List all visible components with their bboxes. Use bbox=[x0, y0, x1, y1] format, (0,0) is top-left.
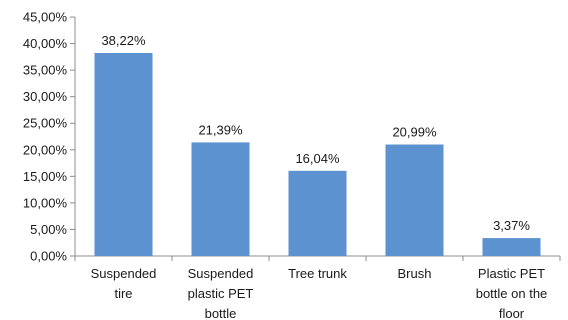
bar bbox=[191, 142, 250, 256]
y-tick-label: 10,00% bbox=[23, 195, 68, 210]
category-label-line: Brush bbox=[398, 266, 432, 281]
category-label: Plastic PET bottle on the floor bbox=[476, 266, 548, 320]
bar bbox=[482, 238, 541, 256]
y-tick-label: 5,00% bbox=[30, 222, 67, 237]
category-label: Suspended tire bbox=[91, 266, 157, 301]
data-label: 20,99% bbox=[392, 125, 437, 140]
y-tick-label: 20,00% bbox=[23, 142, 68, 157]
bars bbox=[94, 53, 541, 256]
y-tick-label: 40,00% bbox=[23, 36, 68, 51]
y-tick-label: 35,00% bbox=[23, 63, 68, 78]
y-tick-label: 15,00% bbox=[23, 169, 68, 184]
category-label-line: Tree trunk bbox=[288, 266, 347, 281]
y-tick-label: 45,00% bbox=[23, 10, 68, 25]
category-label-line: tire bbox=[114, 286, 132, 301]
data-label: 16,04% bbox=[295, 151, 340, 166]
category-label-line: Plastic PET bbox=[478, 266, 545, 281]
category-label: Tree trunk bbox=[288, 266, 347, 281]
category-label-line: floor bbox=[499, 306, 525, 320]
y-tick-label: 30,00% bbox=[23, 89, 68, 104]
x-axis-categories: Suspended tire Suspended plastic PET bottle T… bbox=[91, 266, 548, 320]
category-label-line: Suspended bbox=[188, 266, 254, 281]
bar bbox=[385, 144, 444, 256]
data-label: 21,39% bbox=[198, 122, 243, 137]
category-label: Brush bbox=[398, 266, 432, 281]
y-axis: 0,00% 5,00% 10,00% 15,00% 20,00% 25,00% 30,00%… bbox=[23, 10, 561, 264]
category-label-line: Suspended bbox=[91, 266, 157, 281]
data-label: 38,22% bbox=[101, 33, 146, 48]
bar bbox=[288, 170, 347, 256]
category-label-line: bottle bbox=[205, 306, 237, 320]
data-label: 3,37% bbox=[493, 218, 530, 233]
y-tick-label: 0,00% bbox=[30, 249, 67, 264]
category-label-line: bottle on the bbox=[476, 286, 548, 301]
category-label: Suspended plastic PET bottle bbox=[188, 266, 254, 320]
data-labels: 38,22% 21,39% 16,04% 20,99% 3,37% bbox=[101, 33, 530, 233]
category-label-line: plastic PET bbox=[188, 286, 254, 301]
y-tick-label: 25,00% bbox=[23, 116, 68, 131]
bar bbox=[94, 53, 153, 256]
